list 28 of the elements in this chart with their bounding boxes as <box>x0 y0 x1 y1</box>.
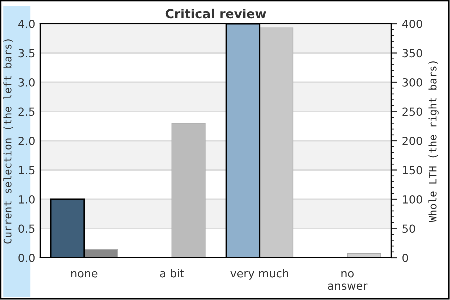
bar <box>84 249 118 258</box>
y2-tick-label: 350 <box>402 49 422 58</box>
y2-tick-label: 400 <box>402 20 422 28</box>
y2-tick-label: 250 <box>402 108 422 116</box>
y2-tick-label: 0 <box>402 254 408 262</box>
x-tick-label: very much <box>230 269 288 280</box>
x-tick-label: no answer <box>328 271 368 290</box>
y-tick-label: 3.0 <box>18 78 35 87</box>
y-tick-label: 1.0 <box>19 195 35 204</box>
chart-title: Critical review <box>166 8 266 19</box>
y-tick-label: 0.0 <box>18 254 35 262</box>
y-axis-title: Current selection (the left bars) <box>4 40 14 244</box>
y2-tick-label: 50 <box>402 224 416 234</box>
x-tick-label: none <box>72 271 98 278</box>
y-tick-label: 2.0 <box>18 136 35 146</box>
y-tick-label: 1.5 <box>19 166 35 175</box>
bar <box>172 123 206 258</box>
y2-tick-label: 300 <box>402 78 422 87</box>
y-tick-label: 2.5 <box>18 108 35 116</box>
y2-tick-label: 100 <box>403 195 422 204</box>
y2-tick-label: 150 <box>403 166 422 175</box>
y-tick-label: 3.5 <box>18 49 35 58</box>
y-tick-label: 4.0 <box>18 20 35 28</box>
bar <box>347 254 382 258</box>
x-tick-label: a bit <box>160 269 184 278</box>
y2-tick-label: 200 <box>402 136 422 146</box>
y-tick-label: 0.5 <box>18 224 35 234</box>
y2-axis-title: Whole LTH (the right bars) <box>428 62 439 223</box>
